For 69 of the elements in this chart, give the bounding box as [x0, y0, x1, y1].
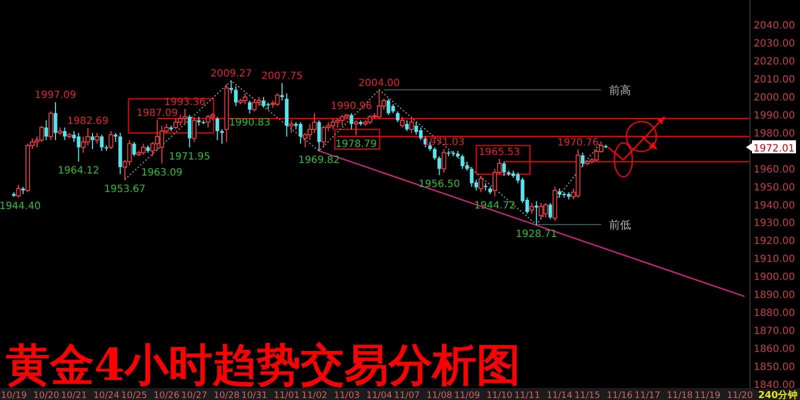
x-tick-label: 10/26: [154, 391, 180, 400]
x-tick-label: 10/20: [33, 391, 60, 400]
annotation: 1978.79: [335, 139, 377, 150]
x-tick-label: 11/16: [606, 391, 633, 400]
x-tick-label: 11/03: [334, 391, 360, 400]
x-tick-label: 11/11: [514, 391, 540, 400]
annotation: 1965.53: [478, 146, 520, 158]
title: 黄金4小时趋势交易分析图: [6, 340, 521, 391]
x-tick-label: 11/02: [301, 391, 328, 400]
annotation: 1944.40: [0, 200, 41, 212]
x-tick-label: 10/24: [93, 391, 120, 400]
series-label: 前低: [609, 218, 632, 232]
annotation: 1964.12: [58, 165, 100, 176]
y-tick-label: 1860.00: [754, 344, 795, 355]
x-tick-label: 10/19: [0, 391, 28, 400]
annotation: 1990.96: [330, 101, 372, 112]
x-tick-label: 11/10: [486, 391, 513, 400]
annotation: 2004.00: [358, 78, 400, 89]
series-label: 前高: [609, 84, 632, 97]
x-tick-label: 11/15: [574, 391, 600, 400]
y-tick-label: 1910.00: [754, 254, 795, 266]
x-tick-label: 11/09: [454, 391, 480, 400]
y-tick-label: 2020.00: [754, 56, 795, 68]
annotation: 1969.82: [298, 155, 340, 166]
y-tick-label: 2040.00: [754, 20, 795, 32]
y-tick-label: 1900.00: [754, 272, 795, 284]
x-tick-label: 11/17: [634, 391, 660, 400]
annotation: 2009.27: [210, 68, 252, 80]
x-tick-label: 10/28: [214, 391, 240, 400]
y-tick-label: 1930.00: [754, 218, 795, 230]
y-tick-label: 1950.00: [754, 182, 795, 194]
x-tick-label: 11/20: [726, 391, 754, 400]
x-tick-label: 10/21: [61, 391, 87, 400]
annotation: 1970.76: [557, 138, 599, 149]
x-tick-label: 10/25: [121, 391, 148, 400]
x-tick-label: 11/14: [546, 391, 573, 400]
annotation: 1982.69: [67, 116, 109, 128]
y-tick-label: 1980.00: [754, 128, 795, 140]
y-tick-label: 1990.00: [754, 110, 795, 122]
y-tick-label: 1890.00: [754, 290, 795, 302]
annotation: 1971.95: [168, 151, 210, 162]
y-tick-label: 2000.00: [754, 92, 795, 104]
annotation: 1993.36: [164, 96, 206, 108]
annotation: 1963.09: [141, 167, 183, 178]
annotation: 1997.09: [34, 90, 76, 102]
annotation: 1987.09: [136, 108, 178, 120]
x-tick-label: 11/19: [694, 391, 721, 400]
x-tick-label: 11/07: [394, 391, 420, 400]
annotation: 1956.50: [418, 179, 460, 190]
x-tick-label: 10/27: [181, 391, 208, 400]
y-tick-label: 1920.00: [754, 236, 795, 248]
y-tick-label: 1870.00: [754, 326, 795, 338]
y-tick-label: 1940.00: [754, 200, 795, 212]
annotation: 1953.67: [104, 184, 146, 196]
annotation: 1990.83: [229, 117, 270, 128]
x-tick-label: 10/31: [241, 391, 268, 400]
annotation: 2007.75: [261, 71, 303, 82]
x-tick-label: 11/18: [666, 391, 694, 400]
x-tick-label: 11/08: [426, 391, 453, 400]
y-tick-label: 1960.00: [754, 164, 795, 176]
y-tick-label: 2010.00: [754, 74, 795, 86]
x-tick-label: 11/01: [274, 391, 300, 400]
y-tick-label: 2030.00: [754, 38, 795, 50]
y-tick-label: 1880.00: [754, 308, 795, 320]
text: 240分钟: [758, 389, 798, 400]
y-tick-label: 1850.00: [754, 362, 795, 373]
x-tick-label: 11/04: [366, 391, 392, 400]
annotation: 1928.71: [516, 229, 558, 240]
y-tick-label: 1840.00: [754, 380, 795, 391]
